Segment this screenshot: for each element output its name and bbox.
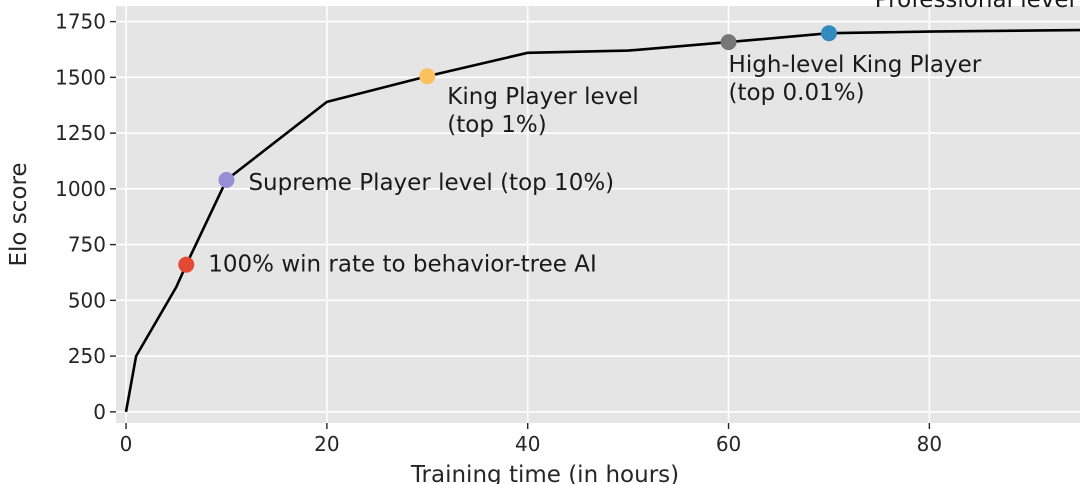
y-tick-label: 750 [68, 233, 106, 257]
y-tick-label: 1500 [55, 65, 106, 89]
y-tick-label: 1750 [55, 10, 106, 34]
milestone-marker [720, 34, 737, 51]
milestone-marker [178, 256, 195, 273]
y-tick-label: 1000 [55, 177, 106, 201]
x-tick-label: 80 [917, 432, 942, 456]
grid-lines [116, 6, 1080, 423]
axis-ticks: 0 20 40 60 80 0 250 500 750 1000 1250 1500 1750 [55, 10, 942, 456]
milestone-points [178, 25, 837, 273]
milestone-annotations: 100% win rate to behavior-tree AI Supreme… [208, 0, 1075, 278]
milestone-label: Supreme Player level (top 10%) [248, 170, 614, 196]
milestone-label: 100% win rate to behavior-tree AI [208, 252, 596, 278]
milestone-label: King Player level [447, 84, 639, 110]
y-tick-label: 1250 [55, 121, 106, 145]
x-tick-label: 60 [716, 432, 741, 456]
y-tick-label: 250 [68, 344, 106, 368]
milestone-marker [419, 68, 436, 85]
plot-background [116, 6, 1080, 423]
x-axis-title: Training time (in hours) [410, 462, 679, 484]
y-tick-label: 0 [93, 400, 106, 424]
x-tick-label: 40 [515, 432, 540, 456]
y-tick-label: 500 [68, 288, 106, 312]
x-tick-label: 20 [314, 432, 339, 456]
x-tick-label: 0 [120, 432, 133, 456]
milestone-label: Professional level [875, 0, 1075, 13]
milestone-label: (top 1%) [447, 112, 546, 138]
milestone-marker [820, 25, 837, 42]
milestone-label: High-level King Player [729, 52, 982, 78]
milestone-label: (top 0.01%) [729, 80, 865, 106]
milestone-marker [218, 171, 235, 188]
y-axis-title: Elo score [6, 162, 32, 266]
